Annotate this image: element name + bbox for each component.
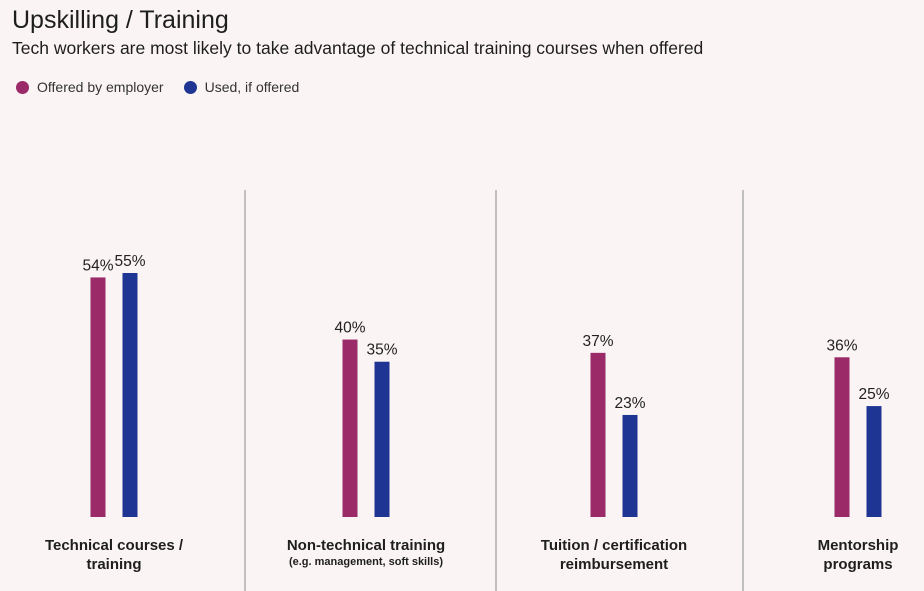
bar-used-4 [866, 406, 882, 517]
data-label-used-2: 35% [366, 342, 397, 359]
category-label-line: reimbursement [559, 556, 669, 573]
bar-offered-3 [590, 352, 606, 517]
legend-label-offered: Offered by employer [37, 79, 164, 95]
data-label-offered-3: 37% [582, 333, 613, 350]
category-label-line: Technical courses / [44, 537, 184, 554]
bar-offered-2 [342, 339, 358, 517]
data-label-used-4: 25% [858, 386, 889, 403]
legend: Offered by employer Used, if offered [16, 79, 319, 95]
category-label-line: Mentorship [817, 537, 899, 554]
bar-used-2 [374, 361, 390, 517]
bar-used-3 [622, 414, 638, 517]
data-label-used-3: 23% [614, 395, 645, 412]
bar-offered-1 [90, 277, 106, 517]
chart-title: Upskilling / Training [12, 6, 229, 34]
bar-offered-4 [834, 357, 850, 517]
category-label-2: Non-technical training (e.g. management, … [251, 536, 481, 570]
legend-swatch-offered [16, 80, 29, 94]
category-label-3: Tuition / certification reimbursement [499, 536, 729, 574]
legend-item-offered: Offered by employer [16, 79, 164, 95]
data-label-offered-4: 36% [826, 337, 857, 354]
category-label-line: training [86, 556, 142, 573]
data-label-used-1: 55% [114, 253, 145, 270]
category-sublabel: (e.g. management, soft skills) [288, 556, 444, 568]
legend-item-used: Used, if offered [183, 79, 300, 95]
category-label-line: programs [823, 556, 893, 573]
category-label-1: Technical courses / training [0, 536, 229, 574]
category-label-line: Non-technical training [286, 537, 446, 554]
legend-swatch-used [183, 80, 197, 94]
legend-label-used: Used, if offered [204, 79, 300, 95]
bar-used-1 [122, 273, 138, 517]
data-label-offered-1: 54% [82, 257, 113, 274]
category-label-line: Tuition / certification [540, 537, 688, 554]
data-label-offered-2: 40% [334, 320, 365, 337]
chart-subtitle: Tech workers are most likely to take adv… [12, 38, 704, 58]
category-label-4: Mentorship programs [743, 536, 924, 574]
